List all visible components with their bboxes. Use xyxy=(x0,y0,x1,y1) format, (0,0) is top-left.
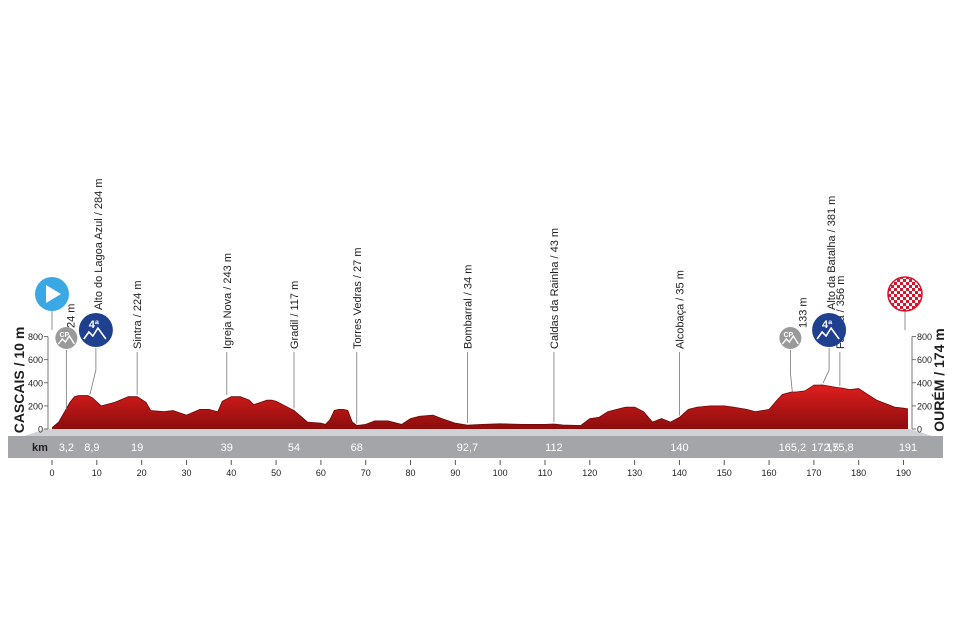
km-band xyxy=(8,436,943,458)
y-tick-label-left-3: 600 xyxy=(28,355,43,365)
x-tick-label-18: 180 xyxy=(851,468,866,478)
km-marker-0: 3,2 xyxy=(59,442,74,454)
y-tick-label-right-2: 400 xyxy=(917,378,932,388)
cp-icon-0-label: CP xyxy=(59,332,69,339)
x-tick-label-3: 30 xyxy=(181,468,191,478)
x-tick-label-13: 130 xyxy=(627,468,642,478)
ann-leader-10 xyxy=(822,348,830,384)
x-tick-label-10: 100 xyxy=(493,468,508,478)
start-icon-play xyxy=(46,285,61,303)
y-tick-label-right-4: 800 xyxy=(917,332,932,342)
km-marker-11: 175,8 xyxy=(826,442,854,454)
profile-area xyxy=(52,385,908,429)
ann-label-9: 133 m xyxy=(797,297,809,328)
ground-strip xyxy=(24,429,932,436)
cp-icon-9-label: CP xyxy=(784,332,794,339)
x-tick-label-14: 140 xyxy=(672,468,687,478)
km-marker-5: 68 xyxy=(351,442,363,454)
axes-layer: 0 10 20 30 40 50 60 70 80 90 100 110 120 130 140 150 160… xyxy=(28,332,932,478)
cp-icon-9: CP xyxy=(779,327,802,349)
km-marker-3: 39 xyxy=(221,442,233,454)
x-tick-label-11: 110 xyxy=(538,468,552,478)
km-marker-10: 172,5 xyxy=(811,442,839,454)
finish-flag-icon xyxy=(887,276,923,330)
annotation-layer: 24 m Alto do Lagoa Azul / 284 m Sintra / 2… xyxy=(65,179,847,424)
cp-icon-0-mountain xyxy=(57,334,75,345)
x-tick-label-19: 190 xyxy=(896,468,911,478)
ann-label-2: Sintra / 224 m xyxy=(132,281,144,349)
km-marker-7: 112 xyxy=(545,442,563,454)
ann-label-10: Alto da Batalha / 381 m xyxy=(826,196,838,310)
km-marker-6: 92,7 xyxy=(457,442,478,454)
x-tick-label-15: 150 xyxy=(717,468,732,478)
x-tick-label-16: 160 xyxy=(762,468,777,478)
cat4-icon-10: 4ª xyxy=(812,313,847,347)
x-tick-label-4: 40 xyxy=(226,468,236,478)
km-marker-8: 140 xyxy=(670,442,688,454)
x-tick-label-12: 120 xyxy=(582,468,597,478)
x-tick-label-0: 0 xyxy=(49,468,54,478)
ann-label-5: Torres Vedras / 27 m xyxy=(352,248,364,350)
y-tick-label-left-2: 400 xyxy=(28,378,43,388)
km-band-layer: km 3,2 8,9 19 39 54 68 92,7 112 140 165,2 172,5175,… xyxy=(8,429,943,458)
finish-label: OURÉM / 174 m xyxy=(931,328,947,431)
x-tick-label-5: 50 xyxy=(271,468,281,478)
ann-label-1: Alto do Lagoa Azul / 284 m xyxy=(93,179,105,310)
cat4-icon-10-mountain xyxy=(816,326,840,340)
x-tick-label-2: 20 xyxy=(137,468,147,478)
km-marker-9: 165,2 xyxy=(779,442,807,454)
y-tick-label-right-0: 0 xyxy=(917,425,922,435)
cp-icon-9-mountain xyxy=(781,334,799,345)
x-tick-label-8: 80 xyxy=(406,468,416,478)
km-marker-4: 54 xyxy=(288,442,300,454)
x-tick-label-1: 10 xyxy=(92,468,102,478)
cp-icon-0: CP xyxy=(55,327,78,349)
km-marker-1: 8,9 xyxy=(84,442,99,454)
cp-icon-0-disc xyxy=(55,327,78,349)
finish-icon-disc xyxy=(887,276,923,312)
x-tick-label-9: 90 xyxy=(450,468,460,478)
cat4-icon-1: 4ª xyxy=(78,313,113,347)
start-label: CASCAIS / 10 m xyxy=(11,327,27,434)
cat4-icon-10-label: 4ª xyxy=(822,319,833,331)
profile-outline xyxy=(51,384,909,429)
profile-layer xyxy=(51,384,909,429)
y-tick-label-left-4: 800 xyxy=(28,332,43,342)
cp-icon-9-disc xyxy=(779,327,802,349)
km-unit-label: km xyxy=(32,442,48,454)
km-marker-2: 19 xyxy=(131,442,143,454)
ann-label-8: Alcobaça / 35 m xyxy=(674,270,686,349)
ann-label-0: 24 m xyxy=(65,304,77,328)
ann-label-3: Igreja Nova / 243 m xyxy=(222,253,234,349)
ann-label-7: Caldas da Rainha / 43 m xyxy=(549,228,561,349)
x-tick-label-7: 70 xyxy=(361,468,371,478)
start-icon xyxy=(35,277,69,330)
cat4-icon-1-mountain xyxy=(83,326,107,340)
y-tick-label-right-3: 600 xyxy=(917,355,932,365)
x-tick-label-6: 60 xyxy=(316,468,326,478)
y-tick-label-left-1: 200 xyxy=(28,401,43,411)
x-tick-label-17: 170 xyxy=(806,468,821,478)
side-labels-layer: CASCAIS / 10 m OURÉM / 174 m xyxy=(11,327,947,434)
ann-leader-1 xyxy=(89,348,97,395)
y-tick-label-right-1: 200 xyxy=(917,401,932,411)
y-tick-label-left-0: 0 xyxy=(38,425,43,435)
cat4-icon-1-label: 4ª xyxy=(89,319,100,331)
ann-label-4: Gradil / 117 m xyxy=(289,281,301,349)
ann-leader-9 xyxy=(789,350,793,393)
icon-layer: CP 4ª CP 4ª xyxy=(35,276,923,349)
ann-label-6: Bombarral / 34 m xyxy=(462,265,474,349)
km-marker-12: 191 xyxy=(899,442,917,454)
